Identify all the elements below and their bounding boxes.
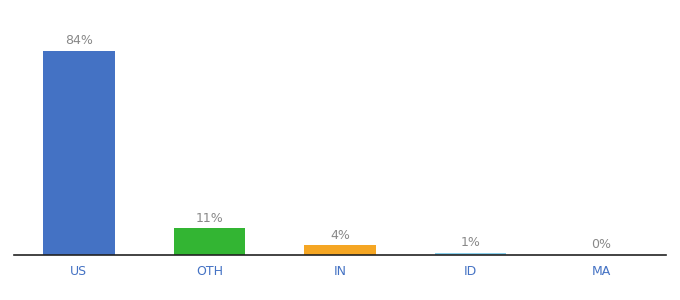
Bar — [173, 228, 245, 255]
Text: 1%: 1% — [460, 236, 481, 249]
Text: 84%: 84% — [65, 34, 92, 47]
Bar — [435, 253, 507, 255]
Text: 11%: 11% — [196, 212, 223, 225]
Bar — [304, 245, 376, 255]
Bar — [43, 51, 115, 255]
Text: 4%: 4% — [330, 229, 350, 242]
Text: 0%: 0% — [591, 238, 611, 251]
